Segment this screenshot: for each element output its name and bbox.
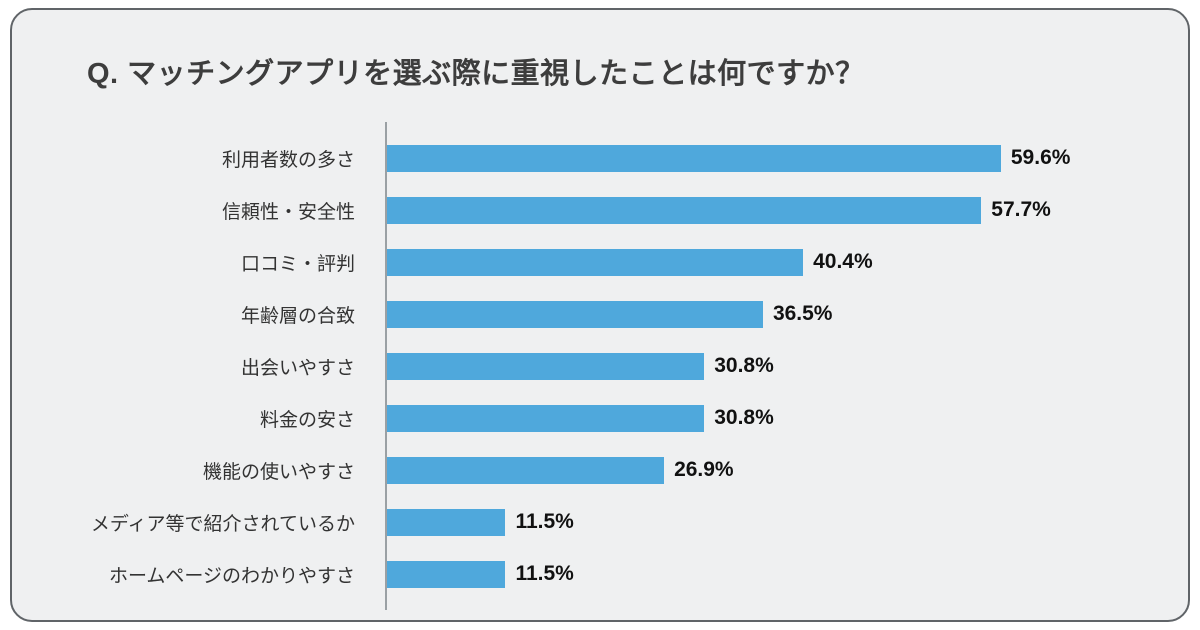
category-label: 口コミ・評判 <box>240 253 355 275</box>
bar <box>387 300 763 328</box>
value-label: 11.5% <box>515 562 574 585</box>
value-label: 26.9% <box>674 458 734 481</box>
bar <box>387 560 506 588</box>
bar <box>387 144 1001 172</box>
chart-row: メディア等で紹介されているか 11.5% <box>87 496 1148 548</box>
category-label: 利用者数の多さ <box>221 149 355 171</box>
bar-area: 30.8% <box>371 352 1148 380</box>
value-label: 57.7% <box>991 198 1051 221</box>
bar <box>387 456 665 484</box>
bar-area: 36.5% <box>371 300 1148 328</box>
bar-chart: 利用者数の多さ 59.6% 信頼性・安全性 57.7% 口コミ・評判 40.4% 年齢層の合… <box>87 122 1148 610</box>
category-label: 機能の使いやすさ <box>202 461 355 483</box>
chart-rows: 利用者数の多さ 59.6% 信頼性・安全性 57.7% 口コミ・評判 40.4% 年齢層の合… <box>87 122 1148 610</box>
bar <box>387 196 982 224</box>
value-label: 30.8% <box>714 354 774 377</box>
bar-area: 57.7% <box>371 196 1148 224</box>
chart-row: 利用者数の多さ 59.6% <box>87 132 1148 184</box>
bar <box>387 508 506 536</box>
value-label: 40.4% <box>813 250 873 273</box>
chart-row: 信頼性・安全性 57.7% <box>87 184 1148 236</box>
chart-row: 料金の安さ 30.8% <box>87 392 1148 444</box>
category-label: メディア等で紹介されているか <box>90 513 355 535</box>
bar-area: 11.5% <box>371 508 1148 536</box>
value-label: 59.6% <box>1010 146 1071 169</box>
category-label: ホームページのわかりやすさ <box>108 565 355 587</box>
chart-row: 出会いやすさ 30.8% <box>87 340 1148 392</box>
value-label: 36.5% <box>772 302 833 325</box>
bar-area: 30.8% <box>371 404 1148 432</box>
category-label: 料金の安さ <box>259 409 355 431</box>
bar <box>387 352 705 380</box>
chart-row: 年齢層の合致 36.5% <box>87 288 1148 340</box>
chart-row: 口コミ・評判 40.4% <box>87 236 1148 288</box>
category-label: 出会いやすさ <box>240 357 355 379</box>
survey-result-card: Q. マッチングアプリを選ぶ際に重視したことは何ですか？ 利用者数の多さ 59.6… <box>10 8 1190 622</box>
chart-title: Q. マッチングアプリを選ぶ際に重視したことは何ですか？ <box>87 58 865 90</box>
chart-row: 機能の使いやすさ 26.9% <box>87 444 1148 496</box>
bar <box>387 404 705 432</box>
category-label: 信頼性・安全性 <box>221 201 355 223</box>
bar <box>387 248 804 276</box>
value-label: 11.5% <box>515 510 574 533</box>
bar-area: 11.5% <box>371 560 1148 588</box>
bar-area: 40.4% <box>371 248 1148 276</box>
chart-row: ホームページのわかりやすさ 11.5% <box>87 548 1148 600</box>
value-label: 30.8% <box>714 406 774 429</box>
bar-area: 26.9% <box>371 456 1148 484</box>
bar-area: 59.6% <box>371 144 1148 172</box>
category-label: 年齢層の合致 <box>240 305 355 327</box>
